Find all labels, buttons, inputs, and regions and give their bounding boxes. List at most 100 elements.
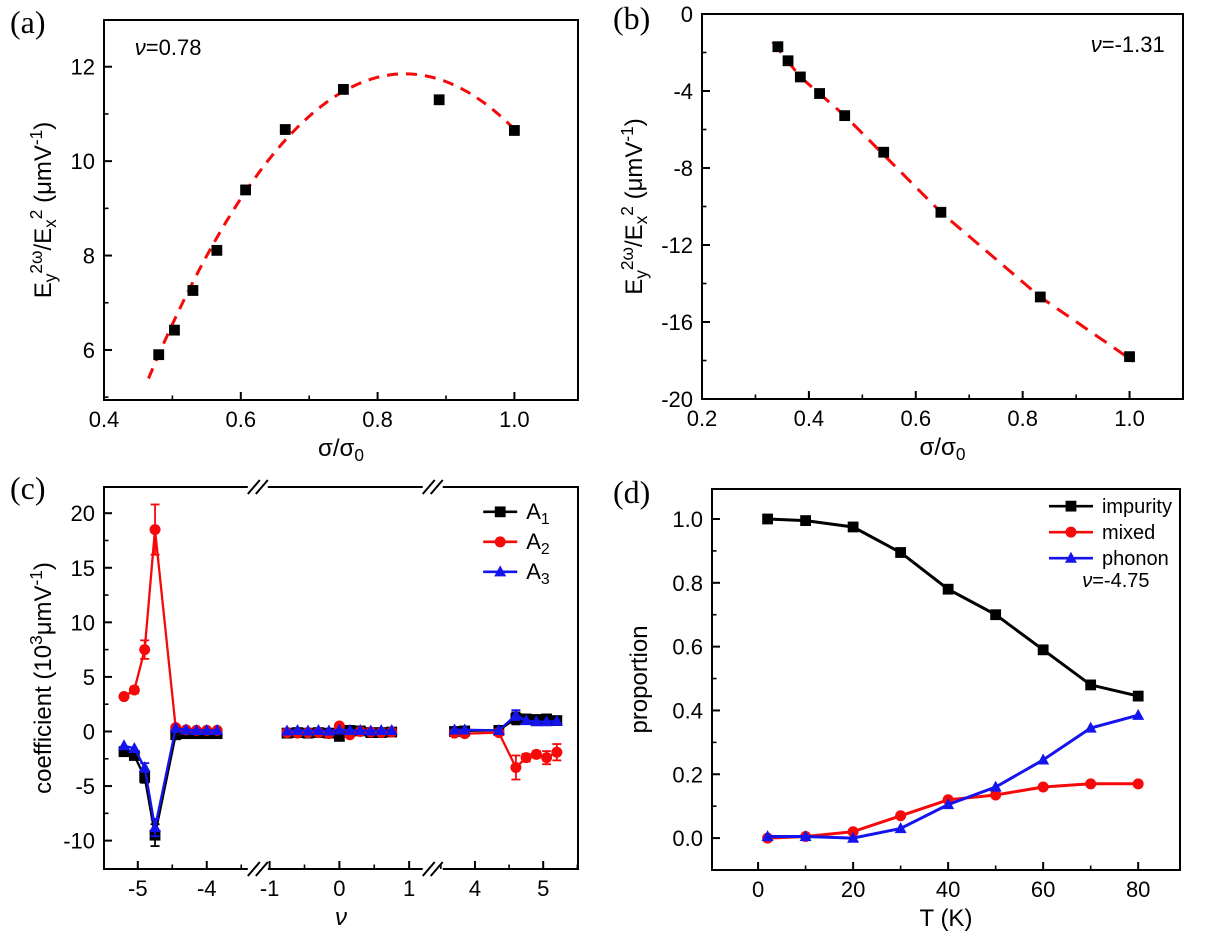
x-tick-label: 1.0 — [1114, 406, 1145, 431]
series-line — [767, 713, 1139, 840]
y-tick-label: 10 — [71, 610, 95, 635]
y-tick-label: 0 — [681, 2, 693, 27]
break-mark — [255, 861, 269, 877]
break-mark — [247, 861, 261, 877]
square-marker — [839, 110, 851, 122]
square-marker — [1037, 644, 1049, 656]
square-marker — [337, 83, 349, 95]
ticks: 0.2 0.4 0.6 0.8 1.0 0 -4 -8 -12 -16 -20 — [661, 2, 1145, 431]
square-marker — [1034, 291, 1046, 303]
panel-c-label: (c) — [10, 470, 46, 506]
axis-labels: ν coefficient (103μmV-1) — [26, 562, 347, 931]
square-marker — [1124, 351, 1135, 363]
circle-marker — [541, 752, 553, 764]
square-marker — [240, 184, 251, 196]
break-mark — [247, 479, 261, 495]
axis-labels: σ/σ0 Ey2ω/Ex2 (μmV-1) — [617, 118, 965, 464]
triangle-marker — [847, 831, 860, 843]
x-tick-label: 0 — [752, 877, 764, 902]
break-mark — [421, 861, 436, 877]
y-tick-label: 12 — [71, 55, 95, 80]
triangle-marker — [190, 723, 203, 735]
triangle-marker — [894, 822, 907, 834]
triangle-marker — [211, 723, 224, 735]
break-mark — [421, 479, 436, 495]
square-marker — [782, 55, 794, 67]
x-tick-label: 20 — [841, 877, 865, 902]
circle-marker — [494, 536, 506, 548]
y-tick-label: 0.0 — [672, 826, 703, 851]
triangle-marker — [180, 723, 193, 735]
x-axis-label: ν — [335, 904, 347, 931]
square-marker — [942, 583, 954, 595]
plot-frame — [103, 486, 579, 870]
circle-marker — [118, 691, 130, 703]
square-marker — [139, 771, 151, 783]
square-marker — [814, 88, 825, 99]
square-marker — [878, 146, 890, 158]
legend-label: impurity — [1102, 496, 1172, 518]
series-data — [153, 83, 520, 361]
x-tick-label: 0.8 — [1007, 406, 1038, 431]
chart-b: 0.2 0.4 0.6 0.8 1.0 0 -4 -8 -12 -16 -20 σ/σ0 Ey2ω/Ex… — [617, 2, 1184, 464]
triangle-marker — [942, 798, 955, 810]
circle-marker — [1037, 781, 1049, 793]
triangle-marker — [520, 714, 533, 726]
series-line — [767, 782, 1139, 840]
x-tick-label: -5 — [128, 876, 148, 901]
square-marker — [847, 521, 859, 533]
triangle-marker — [149, 821, 162, 833]
triangle-marker — [530, 715, 543, 727]
square-marker — [508, 125, 520, 136]
triangle-marker — [281, 724, 294, 736]
x-axis-label: T (K) — [920, 905, 973, 932]
y-tick-label: 1.0 — [672, 507, 703, 532]
x-tick-label: -4 — [197, 876, 217, 901]
plot-frame — [701, 13, 1184, 400]
chart-a: 0.4 0.6 0.8 1.0 6 8 10 12 σ/σ0 Ey2ω/Ex2 (μmV-1) ν=… — [26, 19, 579, 465]
square-marker — [935, 206, 947, 218]
y-tick-label: 6 — [83, 338, 95, 363]
fit-curve — [771, 40, 1135, 363]
legend: impurity mixed phonon — [1048, 496, 1172, 570]
square-marker — [128, 750, 140, 761]
y-axis-label: Ey2ω/Ex2 (μmV-1) — [617, 118, 651, 295]
x-tick-label: 0 — [333, 876, 345, 901]
y-tick-label: -20 — [661, 387, 693, 412]
y-tick-label: -10 — [63, 829, 95, 854]
square-marker — [169, 324, 180, 336]
square-marker — [187, 285, 199, 296]
x-tick-label: 40 — [936, 877, 960, 902]
y-tick-label: -4 — [673, 79, 693, 104]
y-tick-label: 5 — [83, 665, 95, 690]
x-tick-label: -1 — [260, 876, 280, 901]
y-tick-label: -12 — [661, 233, 693, 258]
circle-marker — [551, 746, 563, 758]
triangle-marker — [989, 780, 1002, 792]
triangle-marker — [301, 724, 314, 736]
square-marker — [762, 513, 773, 525]
circle-marker — [530, 748, 542, 760]
triangle-marker — [492, 723, 505, 735]
x-tick-label: 4 — [469, 876, 481, 901]
annotation: ν=-4.75 — [1082, 570, 1149, 592]
triangle-marker — [322, 724, 335, 736]
x-tick-label: 80 — [1126, 877, 1150, 902]
circle-marker — [520, 752, 532, 764]
y-tick-label: 0.6 — [672, 635, 703, 660]
series-A3 — [118, 708, 563, 838]
square-marker — [211, 244, 223, 256]
panel-a: 0.4 0.6 0.8 1.0 6 8 10 12 σ/σ0 Ey2ω/Ex2 (μmV-1) ν=… — [0, 0, 605, 467]
triangle-marker — [333, 723, 346, 735]
triangle-marker — [1037, 753, 1050, 765]
triangle-marker — [1084, 721, 1097, 733]
x-tick-label: 5 — [537, 876, 549, 901]
triangle-marker — [291, 723, 304, 735]
square-marker — [279, 124, 291, 135]
legend-label: phonon — [1102, 548, 1169, 570]
x-axis-label: σ/σ0 — [318, 435, 364, 465]
triangle-marker — [118, 739, 131, 751]
chart-root-d: 0 20 40 60 80 0.0 0.2 0.4 0.6 0.8 1.0 T (K) proporti… — [626, 488, 1181, 932]
